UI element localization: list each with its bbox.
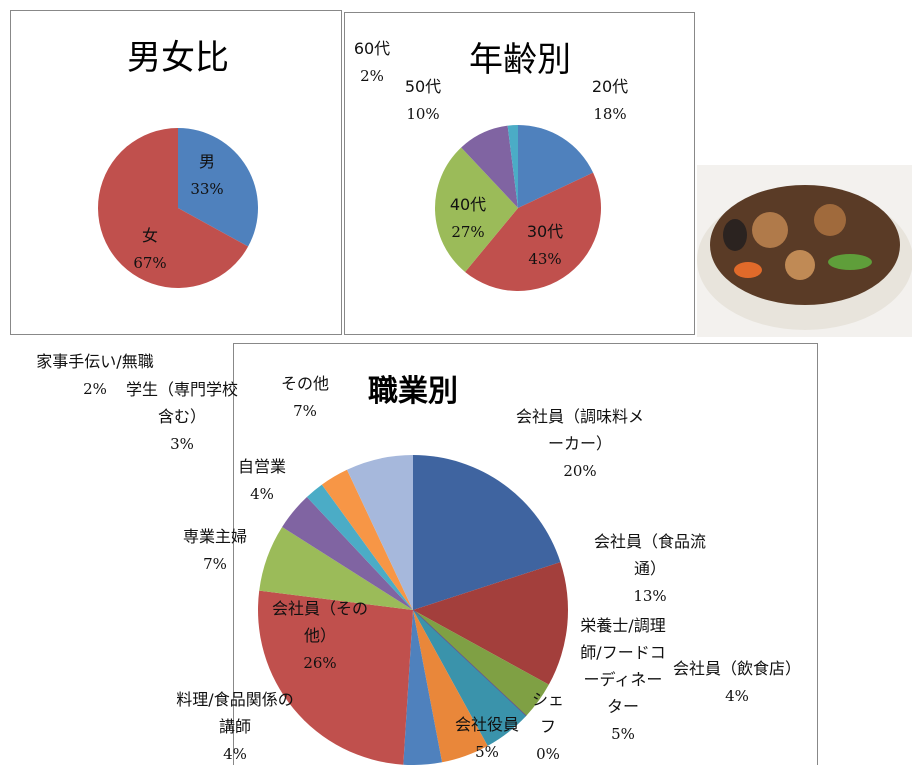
category-label: 会社員（調味料メーカー） bbox=[516, 407, 644, 453]
value-label: 4% bbox=[725, 687, 749, 705]
data-label: 料理/食品関係の講師 4% bbox=[175, 686, 295, 765]
data-label: 30代 43% bbox=[520, 218, 570, 273]
value-label: 5% bbox=[475, 743, 499, 761]
value-label: 4% bbox=[223, 745, 247, 763]
data-label: シェフ 0% bbox=[531, 686, 565, 765]
food bbox=[828, 254, 872, 270]
value-label: 27% bbox=[451, 223, 484, 241]
data-label: その他 7% bbox=[265, 370, 345, 425]
category-label: 家事手伝い/無職 bbox=[36, 352, 153, 371]
category-label: 30代 bbox=[527, 222, 563, 241]
category-label: 男 bbox=[199, 152, 215, 171]
category-label: 女 bbox=[142, 226, 158, 245]
data-label: 60代 2% bbox=[347, 35, 397, 90]
category-label: 専業主婦 bbox=[183, 527, 247, 546]
category-label: その他 bbox=[281, 374, 329, 393]
value-label: 20% bbox=[563, 462, 596, 480]
food bbox=[723, 219, 747, 251]
value-label: 13% bbox=[633, 587, 666, 605]
data-label: 女 67% bbox=[125, 222, 175, 277]
food bbox=[814, 204, 846, 236]
category-label: 60代 bbox=[354, 39, 390, 58]
data-label: 50代 10% bbox=[398, 73, 448, 128]
data-label: 男 33% bbox=[182, 148, 232, 203]
value-label: 33% bbox=[190, 180, 223, 198]
chart-title: 男女比 bbox=[127, 30, 229, 79]
value-label: 3% bbox=[170, 435, 194, 453]
page: 男女比男 33% 女 67% 年齢別 20代 18% 30代 43% 40代 27% 50代 10% 60… bbox=[0, 0, 912, 765]
data-label: 会社役員 5% bbox=[447, 711, 527, 765]
category-label: 栄養士/調理師/フードコーディネーター bbox=[580, 616, 665, 716]
value-label: 5% bbox=[611, 725, 635, 743]
category-label: 学生（専門学校含む） bbox=[126, 380, 238, 426]
value-label: 0% bbox=[536, 745, 560, 763]
value-label: 2% bbox=[83, 380, 107, 398]
category-label: 50代 bbox=[405, 77, 441, 96]
category-label: 会社員（食品流通） bbox=[594, 532, 706, 578]
category-label: 会社員（その他） bbox=[272, 599, 368, 645]
data-label: 会社員（調味料メーカー） 20% bbox=[510, 403, 650, 485]
value-label: 10% bbox=[406, 105, 439, 123]
chart-title: 職業別 bbox=[368, 366, 458, 410]
value-label: 4% bbox=[250, 485, 274, 503]
category-label: シェフ bbox=[532, 690, 564, 736]
value-label: 67% bbox=[133, 254, 166, 272]
food bbox=[785, 250, 815, 280]
category-label: 自営業 bbox=[238, 457, 286, 476]
data-label: 栄養士/調理師/フードコーディネーター 5% bbox=[580, 612, 666, 748]
food bbox=[734, 262, 762, 278]
data-label: 自営業 4% bbox=[222, 453, 302, 508]
data-label: 会社員（その他） 26% bbox=[260, 595, 380, 677]
data-label: 会社員（食品流通） 13% bbox=[580, 528, 720, 610]
category-label: 会社員（飲食店） bbox=[673, 659, 801, 678]
data-label: 学生（専門学校含む） 3% bbox=[122, 376, 242, 458]
photo bbox=[697, 165, 912, 337]
category-label: 会社役員 bbox=[455, 715, 519, 734]
data-label: 40代 27% bbox=[443, 191, 493, 246]
value-label: 18% bbox=[593, 105, 626, 123]
category-label: 20代 bbox=[592, 77, 628, 96]
category-label: 料理/食品関係の講師 bbox=[176, 690, 293, 736]
value-label: 26% bbox=[303, 654, 336, 672]
value-label: 2% bbox=[360, 67, 384, 85]
data-label: 20代 18% bbox=[585, 73, 635, 128]
data-label: 専業主婦 7% bbox=[165, 523, 265, 578]
category-label: 40代 bbox=[450, 195, 486, 214]
chart-title: 年齢別 bbox=[469, 32, 571, 81]
value-label: 43% bbox=[528, 250, 561, 268]
value-label: 7% bbox=[203, 555, 227, 573]
food bbox=[752, 212, 788, 248]
data-label: 会社員（飲食店） 4% bbox=[667, 655, 807, 710]
value-label: 7% bbox=[293, 402, 317, 420]
